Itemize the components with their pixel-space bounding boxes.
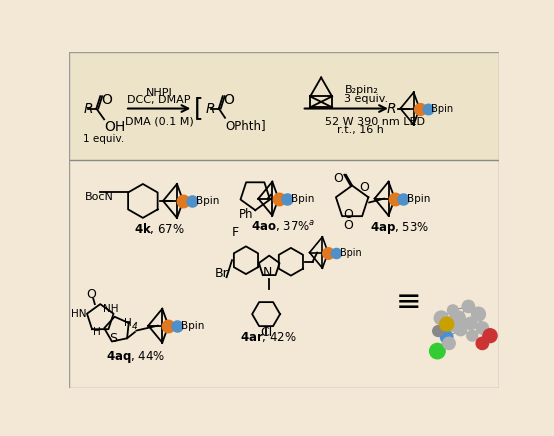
Text: R: R (206, 102, 216, 116)
Circle shape (448, 305, 458, 316)
Text: $\mathbf{4ap}$, 53%: $\mathbf{4ap}$, 53% (370, 220, 429, 236)
Text: r.t., 16 h: r.t., 16 h (337, 126, 383, 136)
Text: DCC, DMAP: DCC, DMAP (127, 95, 191, 106)
Text: NH: NH (104, 304, 119, 314)
Circle shape (440, 331, 453, 344)
Circle shape (464, 317, 477, 330)
Circle shape (467, 330, 478, 341)
Text: NHPI: NHPI (146, 88, 172, 98)
Circle shape (452, 311, 465, 325)
Text: $\mathbf{4k}$, 67%: $\mathbf{4k}$, 67% (134, 221, 184, 236)
Circle shape (429, 344, 445, 359)
Text: Cl: Cl (260, 326, 272, 339)
Text: Bpin: Bpin (291, 194, 314, 204)
Text: Bpin: Bpin (432, 103, 454, 113)
Circle shape (433, 326, 444, 337)
Circle shape (476, 337, 489, 350)
Text: Bpin: Bpin (181, 320, 204, 330)
Text: O: O (86, 288, 96, 301)
Bar (69, 52, 499, 160)
Text: Ph: Ph (239, 208, 253, 221)
Circle shape (462, 300, 475, 313)
Text: 4: 4 (132, 322, 138, 331)
Text: O: O (333, 173, 343, 185)
Circle shape (454, 324, 467, 336)
Text: O: O (343, 208, 353, 221)
Text: OPhth]: OPhth] (225, 119, 266, 132)
Text: 1 equiv.: 1 equiv. (83, 134, 125, 144)
Text: H: H (93, 327, 101, 337)
Text: O: O (101, 93, 112, 107)
Text: DMA (0.1 M): DMA (0.1 M) (125, 117, 193, 127)
Text: Bpin: Bpin (407, 194, 430, 204)
Text: F: F (232, 225, 239, 238)
Text: BocN: BocN (85, 192, 114, 202)
Text: R: R (83, 102, 93, 116)
Text: O: O (343, 219, 353, 232)
Text: O: O (223, 93, 234, 107)
Text: ≡: ≡ (396, 288, 422, 317)
Text: $\mathbf{4aq}$, 44%: $\mathbf{4aq}$, 44% (106, 349, 166, 365)
Text: R: R (387, 102, 396, 116)
Circle shape (476, 322, 489, 334)
Circle shape (471, 307, 485, 321)
Text: $\mathbf{4ar}$, 42%: $\mathbf{4ar}$, 42% (240, 330, 296, 344)
Text: $\mathbf{4ao}$, 37%$^a$: $\mathbf{4ao}$, 37%$^a$ (252, 219, 316, 234)
Circle shape (434, 311, 448, 325)
Text: O: O (360, 181, 370, 194)
Circle shape (443, 337, 455, 350)
Text: S: S (110, 332, 117, 345)
Text: 52 W 390 nm LED: 52 W 390 nm LED (325, 117, 425, 127)
Text: [: [ (193, 96, 203, 120)
Circle shape (483, 329, 497, 343)
Circle shape (440, 317, 454, 331)
Text: Bpin: Bpin (340, 248, 361, 258)
Text: Bpin: Bpin (196, 196, 219, 206)
Text: OH: OH (104, 120, 125, 134)
Text: H: H (124, 318, 132, 328)
Text: B₂pin₂: B₂pin₂ (345, 85, 378, 95)
Text: Br: Br (214, 267, 228, 280)
Text: HN: HN (71, 309, 86, 319)
Circle shape (444, 320, 456, 332)
Text: N: N (263, 266, 273, 279)
Text: 3 equiv.: 3 equiv. (345, 94, 388, 104)
